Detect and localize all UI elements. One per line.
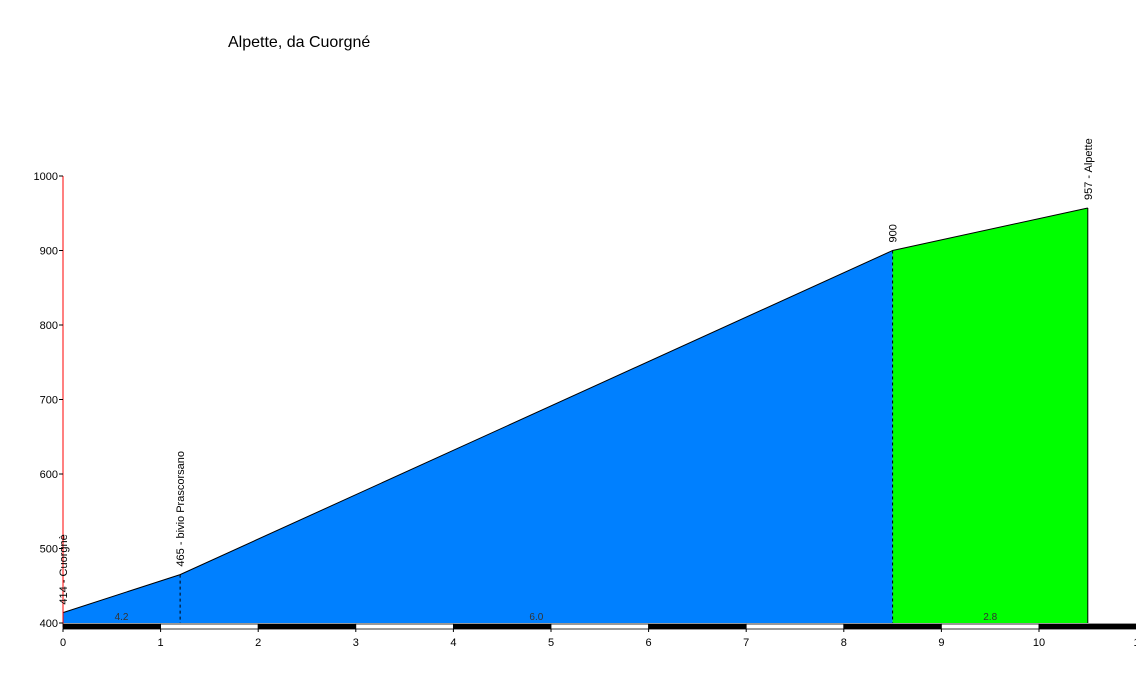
x-tick-label: 5: [548, 637, 554, 649]
x-tick-label: 1: [1134, 637, 1136, 649]
distance-bar-block: [452, 623, 552, 630]
x-tick-label: 6: [646, 637, 652, 649]
profile-line: [62, 207, 1088, 614]
y-tick-label: 800: [40, 320, 58, 332]
y-tick-label: 900: [40, 246, 58, 258]
waypoint-label: 957 - Alpette: [1083, 138, 1095, 200]
profile-segment-2: [892, 208, 1088, 623]
distance-bar-block: [550, 623, 649, 630]
x-tick-label: 4: [450, 637, 456, 649]
gradient-label: 6.0: [529, 612, 543, 623]
profile-segment-1: [63, 250, 893, 623]
waypoint-label: 465 - bivio Prascorsano: [175, 451, 187, 567]
x-tick-label: 10: [1033, 637, 1045, 649]
distance-bar-block: [62, 623, 161, 630]
x-tick-label: 0: [60, 637, 66, 649]
x-tick-label: 9: [938, 637, 944, 649]
distance-bar-block: [355, 623, 454, 630]
distance-bar-block: [648, 623, 747, 630]
x-tick-label: 3: [353, 637, 359, 649]
x-tick-label: 8: [841, 637, 847, 649]
distance-bar-block: [745, 623, 845, 630]
x-tick-label: 7: [743, 637, 749, 649]
distance-bar-block: [257, 623, 357, 630]
gradient-label: 4.2: [115, 612, 129, 623]
waypoint-label: 900: [888, 224, 900, 242]
y-tick-label: 400: [40, 618, 58, 630]
waypoint-label: 414 - Cuorgnè: [58, 534, 70, 604]
y-tick-label: 500: [40, 544, 58, 556]
y-tick-label: 600: [40, 469, 58, 481]
y-tick-label: 700: [40, 395, 58, 407]
gradient-label: 2.8: [983, 612, 997, 623]
chart-title: Alpette, da Cuorgné: [228, 34, 371, 51]
distance-bar-block: [843, 623, 942, 630]
distance-bar-block: [941, 623, 1040, 630]
y-tick-label: 1000: [34, 171, 58, 183]
distance-bar-block: [160, 623, 259, 630]
x-tick-label: 1: [158, 637, 164, 649]
x-tick-label: 2: [255, 637, 261, 649]
distance-bar-block: [1038, 623, 1136, 630]
